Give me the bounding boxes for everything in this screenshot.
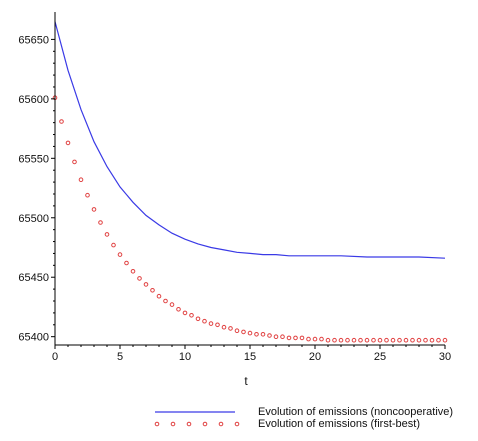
x-tick-label: 30: [439, 351, 451, 363]
data-point-first-best: [254, 332, 259, 337]
data-point-first-best: [325, 337, 331, 343]
data-point-first-best: [260, 332, 266, 337]
legend-label-noncooperative: Evolution of emissions (noncooperative): [258, 406, 453, 418]
y-tick-label: 65400: [18, 332, 49, 344]
data-point-first-best: [338, 337, 344, 343]
data-point-first-best: [137, 276, 142, 281]
data-point-first-best: [241, 329, 246, 335]
data-point-first-best: [442, 337, 448, 343]
series-line-noncooperative: [54, 21, 446, 259]
data-point-first-best: [215, 322, 220, 328]
x-tick-label: 15: [244, 351, 256, 363]
axes: [54, 12, 445, 346]
data-point-first-best: [319, 336, 324, 342]
legend-dot: [218, 421, 224, 427]
plot-area: [52, 21, 448, 343]
data-point-first-best: [234, 328, 240, 334]
data-point-first-best: [202, 318, 207, 324]
y-tick-label: 65450: [18, 272, 49, 284]
data-point-first-best: [423, 337, 428, 343]
data-point-first-best: [91, 207, 97, 212]
data-point-first-best: [163, 298, 168, 304]
legend-swatch-first-best: [154, 421, 240, 427]
data-point-first-best: [150, 288, 155, 293]
data-point-first-best: [85, 192, 90, 198]
data-point-first-best: [130, 269, 136, 274]
data-point-first-best: [72, 159, 77, 165]
data-point-first-best: [78, 177, 84, 182]
data-point-first-best: [195, 316, 201, 322]
data-point-first-best: [228, 326, 233, 331]
data-point-first-best: [156, 293, 162, 299]
data-point-first-best: [436, 337, 441, 343]
data-point-first-best: [345, 337, 350, 343]
x-axis-ticks: 0 5 10 15 20 25 30: [52, 345, 451, 363]
data-point-first-best: [176, 307, 181, 312]
legend-dot: [154, 421, 160, 427]
data-point-first-best: [384, 337, 389, 343]
data-point-first-best: [371, 337, 376, 343]
data-point-first-best: [286, 335, 292, 341]
y-tick-label: 65600: [18, 94, 49, 106]
data-point-first-best: [358, 337, 363, 343]
data-point-first-best: [377, 337, 383, 343]
data-point-first-best: [189, 313, 194, 318]
data-point-first-best: [65, 140, 71, 146]
x-tick-label: 20: [309, 351, 321, 363]
data-point-first-best: [267, 333, 272, 338]
data-point-first-best: [247, 330, 253, 336]
data-point-first-best: [429, 337, 435, 343]
data-point-first-best: [364, 337, 370, 343]
data-point-first-best: [169, 302, 175, 307]
y-tick-label: 65500: [18, 213, 49, 225]
data-point-first-best: [397, 337, 402, 343]
data-point-first-best: [273, 334, 279, 340]
data-point-first-best: [390, 337, 396, 343]
data-point-first-best: [221, 324, 227, 330]
y-tick-label: 65650: [18, 34, 49, 46]
data-point-first-best: [111, 242, 116, 248]
data-point-first-best: [59, 119, 64, 124]
x-axis-title: t: [244, 374, 248, 388]
data-point-first-best: [117, 252, 123, 257]
legend-dot: [186, 421, 192, 427]
legend: Evolution of emissions (noncooperative) …: [154, 406, 453, 430]
x-tick-label: 25: [374, 351, 386, 363]
data-point-first-best: [351, 337, 357, 343]
data-point-first-best: [280, 334, 285, 340]
data-point-first-best: [124, 260, 129, 266]
data-point-first-best: [182, 310, 188, 316]
legend-dot: [234, 421, 240, 427]
data-point-first-best: [208, 321, 214, 326]
legend-dot: [202, 421, 208, 427]
data-point-first-best: [104, 232, 110, 237]
y-tick-label: 65550: [18, 153, 49, 165]
data-point-first-best: [143, 282, 149, 287]
x-tick-label: 10: [179, 351, 191, 363]
data-point-first-best: [416, 337, 422, 343]
data-point-first-best: [312, 336, 318, 342]
data-point-first-best: [98, 220, 103, 225]
data-point-first-best: [403, 337, 409, 343]
x-tick-label: 0: [52, 351, 58, 363]
data-point-first-best: [293, 335, 298, 341]
legend-dot: [170, 421, 176, 427]
legend-label-first-best: Evolution of emissions (first-best): [258, 418, 420, 430]
y-axis-ticks: 65400 65450 65500 65550 65600 65650: [18, 34, 55, 344]
data-point-first-best: [306, 336, 311, 342]
x-tick-label: 5: [117, 351, 123, 363]
data-point-first-best: [410, 337, 415, 343]
data-point-first-best: [299, 335, 305, 341]
data-point-first-best: [332, 337, 337, 343]
